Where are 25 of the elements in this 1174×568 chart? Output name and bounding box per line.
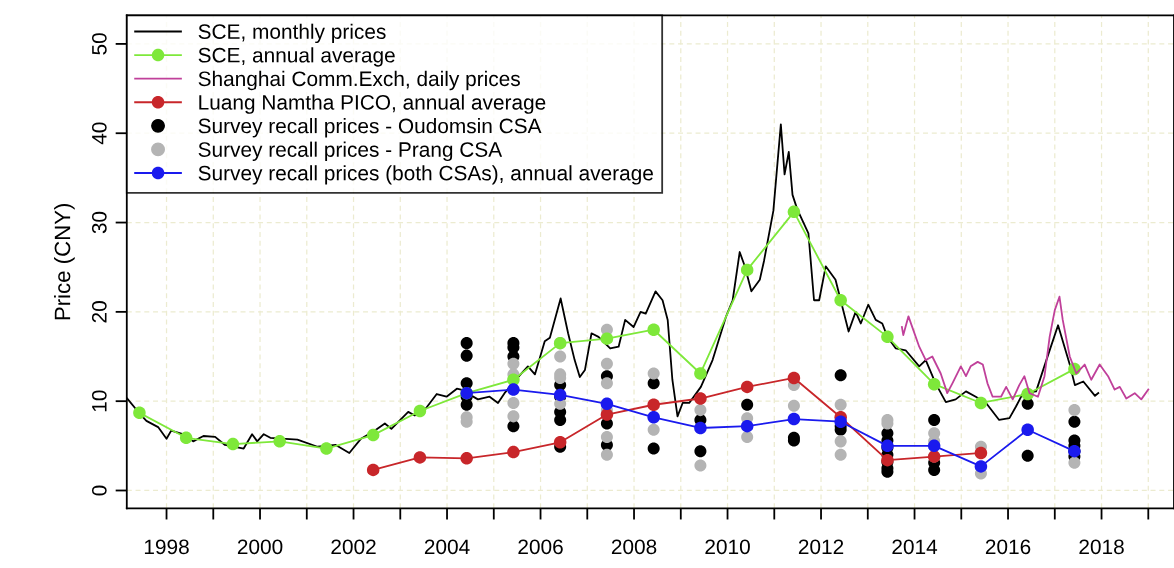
x-tick-label: 1998: [144, 539, 189, 555]
legend-label: SCE, annual average: [198, 47, 395, 67]
legend-label: Survey recall prices (both CSAs), annual average: [198, 165, 653, 185]
legend-label: Shanghai Comm.Exch, daily prices: [198, 70, 520, 91]
legend-label: Luang Namtha PICO, annual average: [199, 94, 546, 114]
legend-label: Survey recall prices - Oudomsin CSA: [198, 118, 542, 138]
y-tick-label: 20: [91, 301, 107, 323]
x-tick-label: 2006: [518, 539, 563, 555]
x-tick-label: 2018: [1079, 539, 1124, 555]
x-tick-label: 2000: [237, 539, 283, 555]
y-tick-label: 40: [91, 122, 107, 145]
legend-label: Survey recall prices - Prang CSA: [198, 141, 503, 162]
x-tick-label: 2010: [705, 539, 750, 555]
y-tick-label: 0: [91, 485, 107, 496]
x-tick-label: 2014: [892, 539, 938, 555]
x-tick-label: 2012: [798, 539, 844, 555]
y-tick-label: 30: [91, 211, 107, 234]
y-tick-label: 50: [91, 33, 107, 55]
legend-label: SCE, monthly prices: [198, 23, 386, 44]
y-tick-label: 10: [91, 390, 107, 412]
x-tick-label: 2016: [985, 539, 1031, 555]
x-tick-label: 2008: [611, 539, 657, 555]
x-tick-label: 2004: [424, 539, 470, 555]
y-axis-title: Price (CNY): [54, 203, 75, 320]
x-tick-label: 2002: [331, 539, 376, 555]
